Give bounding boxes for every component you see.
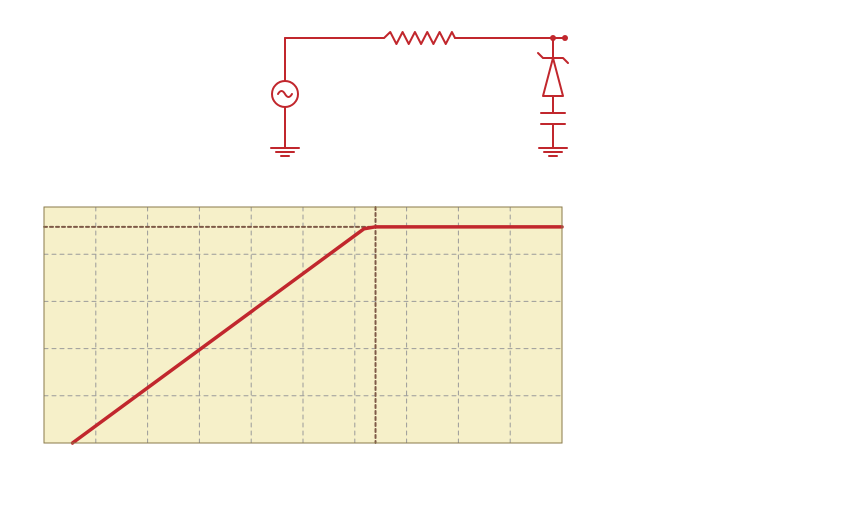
circuit-schematic bbox=[271, 32, 568, 156]
ground-icon bbox=[539, 148, 567, 156]
capacitor-icon bbox=[541, 113, 565, 124]
ground-icon bbox=[271, 148, 299, 156]
zener-diode-icon bbox=[538, 53, 568, 96]
resistor-icon bbox=[381, 32, 455, 44]
clipper-transfer-chart bbox=[44, 207, 562, 443]
